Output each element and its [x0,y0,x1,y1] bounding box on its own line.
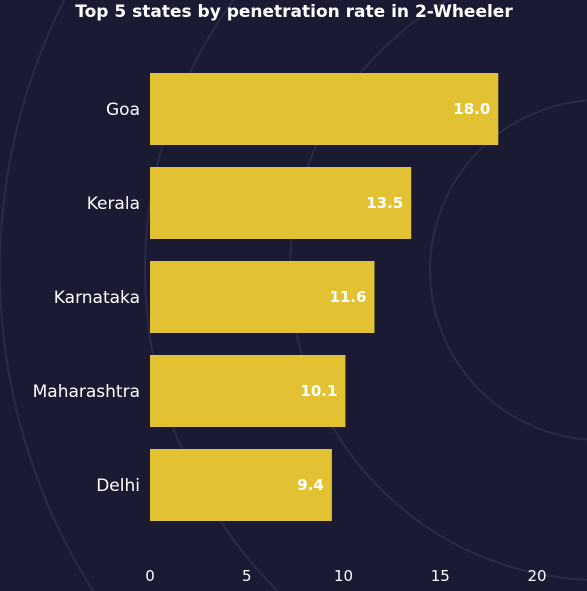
x-tick-label: 10 [334,567,353,585]
category-label: Maharashtra [33,382,140,402]
decorative-ring [429,99,587,441]
decorative-ring [144,0,280,591]
x-tick-label: 0 [145,567,155,585]
bars-group [150,73,499,521]
category-label: Delhi [96,476,140,496]
category-label: Kerala [87,194,140,214]
chart-title: Top 5 states by penetration rate in 2-Wh… [75,2,513,22]
bar-karnataka [150,261,375,333]
category-label: Goa [106,100,140,120]
data-label: 10.1 [300,382,337,400]
category-label: Karnataka [54,288,140,308]
bar-delhi [150,449,332,521]
data-label: 9.4 [297,476,324,494]
x-tick-label: 20 [527,567,546,585]
bar-goa [150,73,499,145]
data-labels: 18.0 13.5 11.6 10.1 9.4 [297,100,490,494]
bar-kerala [150,167,412,239]
data-label: 18.0 [453,100,490,118]
bar-maharashtra [150,355,346,427]
x-tick-label: 15 [431,567,450,585]
data-label: 13.5 [366,194,403,212]
category-labels: Goa Kerala Karnataka Maharashtra Delhi [33,100,140,496]
x-axis-ticks: 0 5 10 15 20 [145,567,546,585]
x-tick-label: 5 [242,567,252,585]
data-label: 11.6 [329,288,366,306]
